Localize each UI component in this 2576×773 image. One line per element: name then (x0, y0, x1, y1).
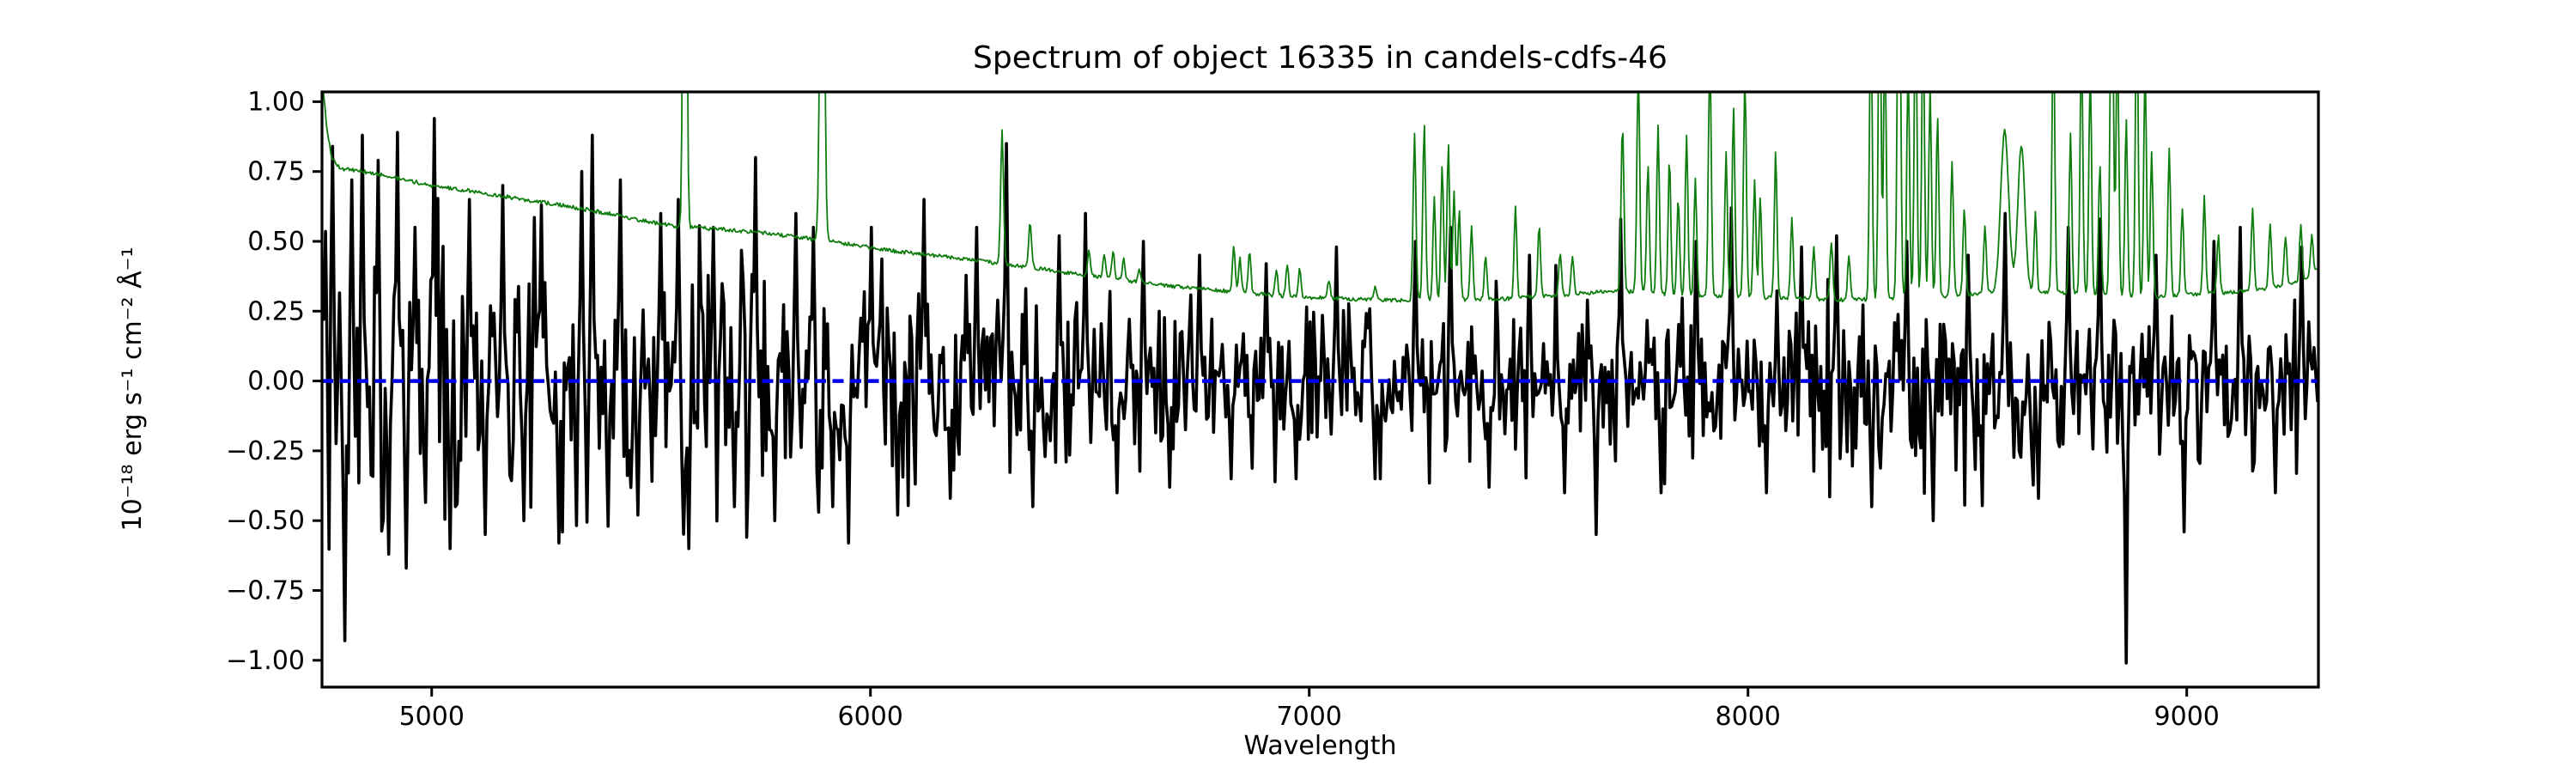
y-tick-label: 0.50 (247, 227, 305, 257)
y-tick-label: 0.00 (247, 367, 305, 397)
chart-title: Spectrum of object 16335 in candels-cdfs… (973, 40, 1668, 76)
noise-sky-line (322, 92, 2318, 303)
y-tick-label: 0.75 (247, 157, 305, 187)
x-axis-label: Wavelength (1243, 731, 1397, 761)
x-tick-label: 8000 (1716, 702, 1781, 732)
x-tick-label: 9000 (2154, 702, 2220, 732)
x-tick-label: 5000 (399, 702, 465, 732)
y-axis-label: 10⁻¹⁸ erg s⁻¹ cm⁻² Å⁻¹ (118, 247, 148, 532)
y-tick-label: −0.75 (226, 575, 305, 606)
flux-line (322, 117, 2318, 665)
y-tick-label: −0.50 (226, 506, 305, 536)
x-tick-label: 7000 (1277, 702, 1342, 732)
y-tick-label: 0.25 (247, 296, 305, 326)
x-tick-label: 6000 (838, 702, 903, 732)
y-tick-label: 1.00 (247, 87, 305, 117)
y-tick-label: −1.00 (226, 646, 305, 676)
plot-border (320, 90, 2320, 689)
y-tick-label: −0.25 (226, 436, 305, 466)
